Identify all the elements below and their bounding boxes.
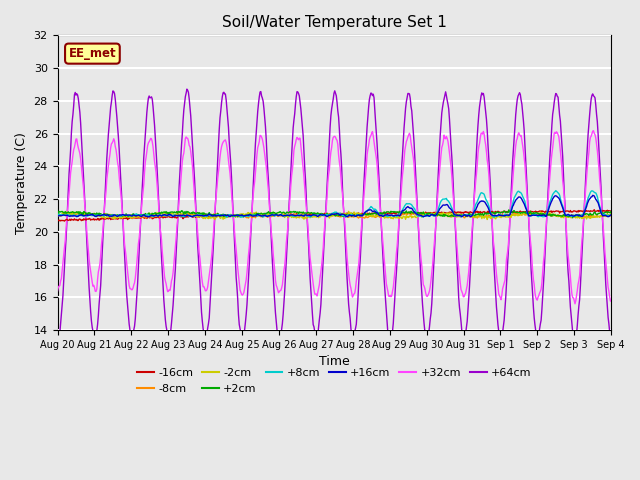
Legend: -16cm, -8cm, -2cm, +2cm, +8cm, +16cm, +32cm, +64cm: -16cm, -8cm, -2cm, +2cm, +8cm, +16cm, +3… [132, 364, 536, 398]
X-axis label: Time: Time [319, 355, 349, 369]
Y-axis label: Temperature (C): Temperature (C) [15, 132, 28, 234]
Text: EE_met: EE_met [68, 47, 116, 60]
Title: Soil/Water Temperature Set 1: Soil/Water Temperature Set 1 [222, 15, 447, 30]
